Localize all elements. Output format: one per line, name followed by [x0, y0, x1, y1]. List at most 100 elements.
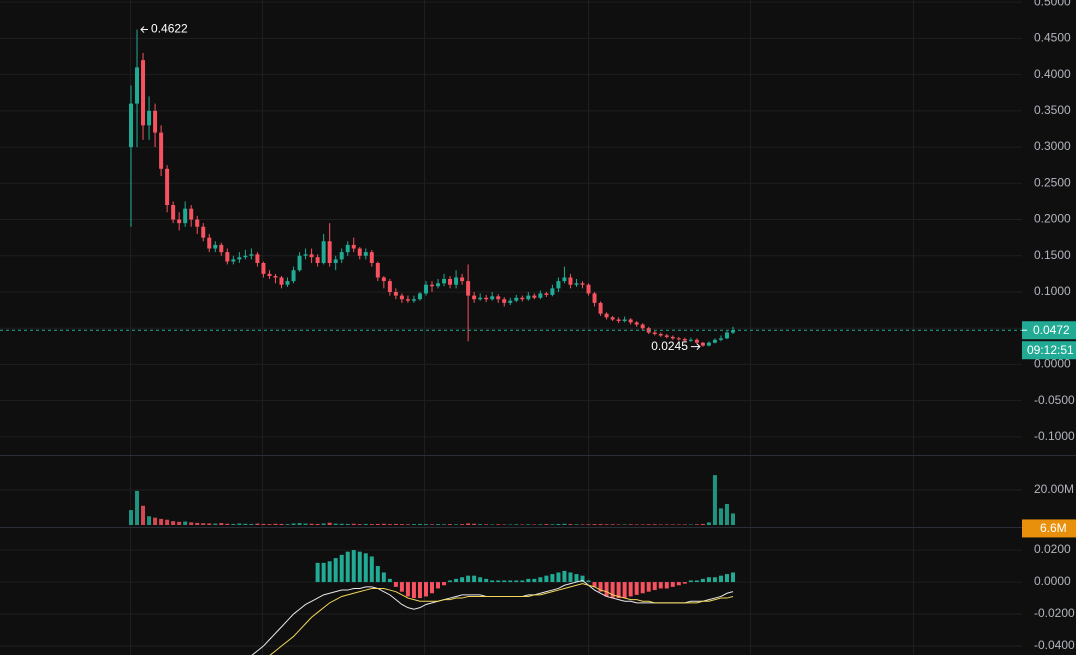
- volume-bar: [261, 523, 266, 525]
- candle-body: [201, 226, 206, 238]
- candle-body: [466, 281, 471, 296]
- y-tick-label: 0.2500: [1034, 175, 1071, 189]
- macd-histogram-bar: [688, 580, 693, 583]
- volume-bar: [664, 524, 669, 525]
- y-tick-label: -0.1000: [1034, 429, 1075, 443]
- macd-histogram-bar: [604, 582, 609, 597]
- candle-body: [682, 339, 687, 341]
- volume-bar: [574, 524, 579, 525]
- price-axis: 20.00M: [1034, 482, 1074, 496]
- volume-bar: [580, 524, 585, 525]
- candle-body: [700, 342, 705, 346]
- volume-bar: [628, 524, 633, 525]
- candle-body: [231, 259, 236, 262]
- candle-body: [345, 244, 350, 253]
- candle-body: [526, 295, 531, 300]
- macd-histogram-bar: [628, 582, 633, 597]
- candle-body: [436, 283, 441, 287]
- macd-histogram-bar: [562, 570, 567, 583]
- candle-body: [538, 293, 543, 298]
- volume-bar: [297, 523, 302, 525]
- candle-body: [718, 338, 723, 340]
- volume-bar: [466, 523, 471, 525]
- volume-bar: [556, 523, 561, 525]
- macd-histogram-bar: [387, 578, 392, 583]
- candle-body: [568, 277, 573, 285]
- candle-body: [225, 252, 230, 262]
- macd-histogram-bar: [363, 553, 368, 583]
- macd-histogram-bar: [381, 572, 386, 583]
- macd-histogram-bar: [556, 572, 561, 583]
- volume-bar: [285, 524, 290, 525]
- volume-bar: [694, 524, 699, 525]
- volume-bar: [604, 524, 609, 525]
- candle-body: [423, 284, 428, 294]
- volume-bar: [592, 524, 597, 525]
- volume-bar: [658, 524, 663, 525]
- volume-bar: [724, 504, 729, 525]
- pane: [0, 1, 1022, 438]
- candle-body: [189, 208, 194, 220]
- volume-bar: [550, 524, 555, 525]
- volume-bar: [484, 524, 489, 525]
- volume-bar: [315, 523, 320, 525]
- candle-body: [309, 254, 314, 258]
- candle-body: [634, 322, 639, 325]
- volume-bar: [357, 524, 362, 525]
- time-grid: [130, 0, 914, 655]
- max-annotation: 0.4622: [151, 22, 188, 36]
- volume-bar: [405, 524, 410, 525]
- volume-bar: [586, 524, 591, 525]
- volume-bar: [159, 518, 164, 525]
- candle-body: [502, 299, 507, 303]
- candle-body: [670, 336, 675, 339]
- volume-bar: [327, 522, 332, 525]
- macd-histogram-bar: [490, 580, 495, 583]
- candle-body: [285, 281, 290, 285]
- macd-histogram-bar: [430, 582, 434, 594]
- candle-body: [574, 283, 579, 285]
- macd-histogram-bar: [502, 580, 507, 583]
- volume-bar: [706, 522, 711, 525]
- candle-body: [688, 339, 693, 341]
- volume-bar: [219, 523, 224, 525]
- volume-bar: [640, 524, 645, 525]
- y-tick-label: 0.5000: [1034, 0, 1071, 8]
- volume-bar: [682, 524, 687, 525]
- volume-bar: [273, 523, 278, 525]
- volume-bar: [616, 524, 621, 525]
- macd-histogram-bar: [436, 582, 441, 589]
- macd-histogram-bar: [634, 582, 639, 595]
- volume-bar: [568, 524, 573, 525]
- candle-body: [556, 281, 561, 289]
- candle-body: [622, 319, 627, 321]
- volume-bar: [562, 523, 567, 525]
- volume-bar: [514, 524, 519, 525]
- volume-bar: [676, 524, 681, 525]
- macd-histogram-bar: [731, 572, 735, 583]
- candle-body: [255, 254, 260, 264]
- countdown-tag: [1022, 341, 1076, 360]
- countdown-label: 09:12:51: [1027, 343, 1074, 357]
- volume-bar: [532, 524, 537, 525]
- y-tick-label: 0.4000: [1034, 67, 1071, 81]
- candle-body: [598, 302, 603, 314]
- macd-histogram-bar: [586, 580, 591, 583]
- candle-body: [586, 284, 591, 294]
- volume-bar: [652, 524, 657, 525]
- volume-bar: [460, 524, 465, 525]
- volume-bar: [610, 524, 615, 525]
- macd-histogram-bar: [568, 572, 573, 583]
- volume-bar: [243, 523, 248, 525]
- macd-histogram-bar: [706, 577, 711, 583]
- candle-body: [315, 257, 320, 264]
- candle-body: [610, 317, 615, 320]
- macd-histogram-bar: [664, 582, 669, 589]
- macd-histogram-bar: [405, 582, 410, 597]
- pane: [0, 475, 1022, 525]
- candle-body: [183, 208, 188, 224]
- candle-body: [171, 205, 176, 220]
